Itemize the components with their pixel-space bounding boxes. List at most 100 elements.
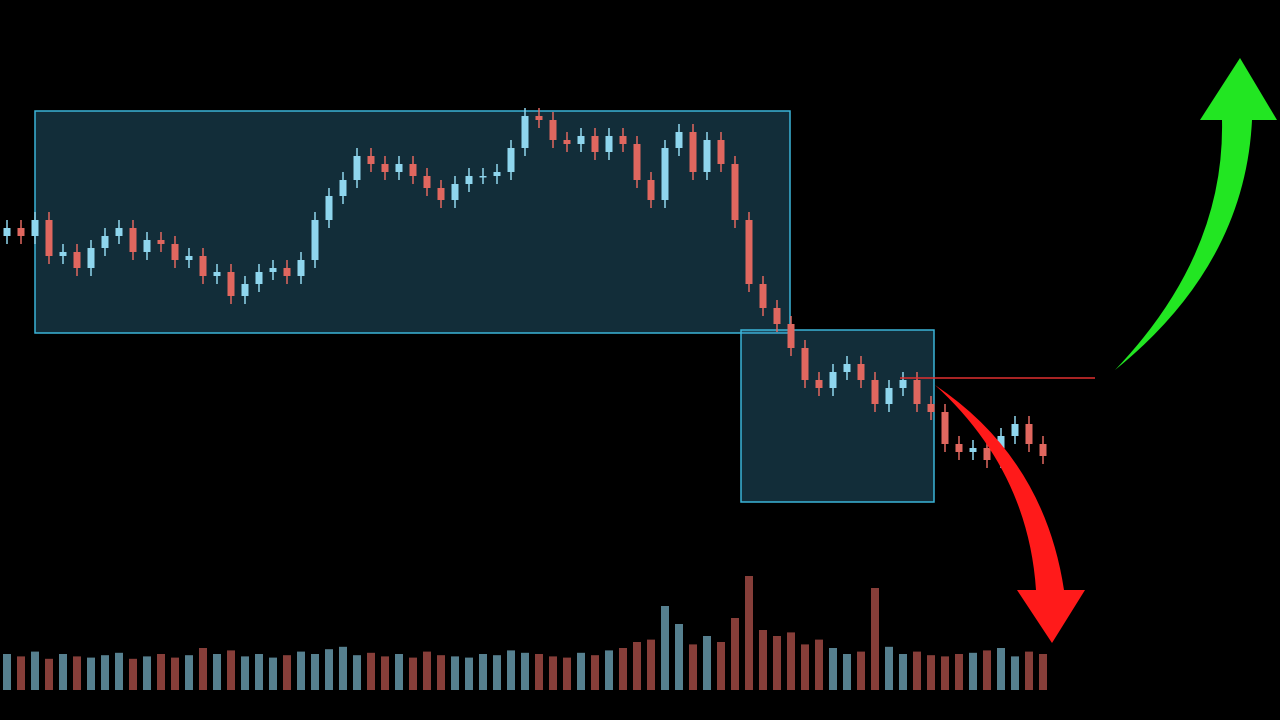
candle-body (59, 252, 67, 256)
volume-bar (129, 658, 137, 690)
candle-body (129, 228, 137, 252)
candle-body (479, 176, 487, 178)
candle-body (535, 116, 543, 120)
volume-bar (255, 654, 263, 690)
candle-body (829, 372, 837, 388)
volume-bar (493, 655, 501, 690)
volume-bar (325, 649, 333, 690)
volume-bar (367, 652, 375, 690)
candle-body (689, 132, 697, 172)
volume-bar (871, 588, 879, 690)
volume-bar (689, 644, 697, 690)
volume-bar (675, 624, 683, 690)
volume-bar (745, 576, 753, 690)
candle-body (157, 240, 165, 244)
candle-body (941, 412, 949, 444)
volume-bar (45, 658, 53, 690)
volume-bar (927, 655, 935, 690)
candle-body (185, 256, 193, 260)
candle-body (311, 220, 319, 260)
volume-bar (605, 650, 613, 690)
volume-bar (647, 639, 655, 690)
volume-bar (717, 642, 725, 690)
volume-bar (549, 656, 557, 690)
volume-bar (955, 654, 963, 690)
volume-bar (843, 654, 851, 690)
volume-bar (563, 657, 571, 690)
candle-body (423, 176, 431, 188)
candle-body (969, 448, 977, 452)
candle-body (563, 140, 571, 144)
candle-body (87, 248, 95, 268)
volume-bar (521, 652, 529, 690)
candle-body (717, 140, 725, 164)
candle-body (1011, 424, 1019, 436)
volume-bar (535, 654, 543, 690)
candle-body (115, 228, 123, 236)
annotations (900, 58, 1277, 643)
candle-body (199, 256, 207, 276)
volume-bar (941, 656, 949, 690)
volume-bar (801, 644, 809, 690)
candle-body (843, 364, 851, 372)
volume-bar (507, 650, 515, 690)
candle-body (171, 244, 179, 260)
volume-bar (227, 650, 235, 690)
candle-body (465, 176, 473, 184)
candle-body (1025, 424, 1033, 444)
volume-bar (213, 654, 221, 690)
volume-bar (773, 636, 781, 690)
candle-body (507, 148, 515, 172)
volume-bar (885, 646, 893, 690)
volume-bar (983, 650, 991, 690)
up-arrow (1115, 58, 1277, 370)
volume-bar (759, 630, 767, 690)
volume-bar (171, 657, 179, 690)
candle-body (661, 148, 669, 200)
volume-bar (241, 656, 249, 690)
volume-bar (437, 655, 445, 690)
volume-bar (787, 632, 795, 690)
candle-body (577, 136, 585, 144)
candle-body (395, 164, 403, 172)
volume-bar (633, 642, 641, 690)
volume-bar (3, 654, 11, 690)
volume-bar (1025, 651, 1033, 690)
volume-bar (269, 657, 277, 690)
volume-bar (1011, 656, 1019, 690)
volume-bar (185, 655, 193, 690)
candle-body (591, 136, 599, 152)
candle-body (339, 180, 347, 196)
candle-body (381, 164, 389, 172)
volume-bar (297, 651, 305, 690)
volume-bar (199, 648, 207, 690)
volume-bar (283, 655, 291, 690)
down-arrow (935, 385, 1085, 643)
candle-body (227, 272, 235, 296)
volume-bar (969, 652, 977, 690)
volume-bar (339, 646, 347, 690)
candle-body (493, 172, 501, 176)
candle-body (409, 164, 417, 176)
volume-bar (1039, 654, 1047, 690)
candle-body (283, 268, 291, 276)
volume-bar (857, 651, 865, 690)
candle-body (759, 284, 767, 308)
volume-bar (591, 655, 599, 690)
candle-body (45, 220, 53, 256)
candle-body (815, 380, 823, 388)
volume-bar (479, 654, 487, 690)
range-box (740, 329, 935, 503)
volume-bar (815, 639, 823, 690)
volume-bar (899, 654, 907, 690)
candle-body (549, 120, 557, 140)
candle-body (731, 164, 739, 220)
volume-bar (409, 657, 417, 690)
candle-body (521, 116, 529, 148)
candle-body (3, 228, 11, 236)
volume-bar (311, 654, 319, 690)
volume-bar (423, 651, 431, 690)
volume-bar (829, 648, 837, 690)
